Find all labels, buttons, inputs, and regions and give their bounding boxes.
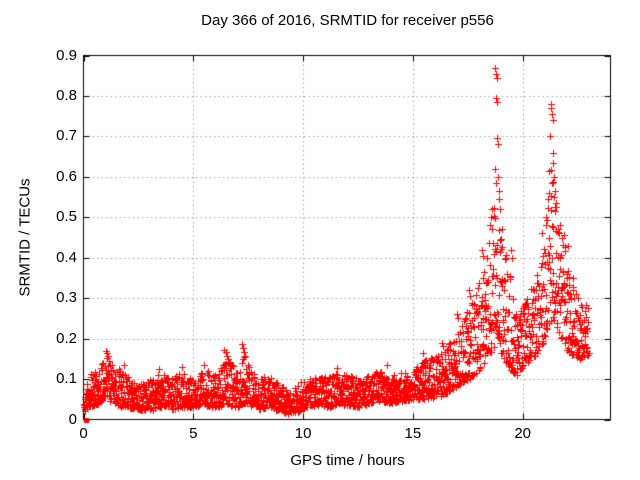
y-axis-label: SRMTID / TECUs bbox=[16, 178, 34, 297]
y-tick-label: 0.1 bbox=[56, 370, 77, 388]
x-tick-label: 10 bbox=[294, 425, 312, 442]
x-tick-label: 20 bbox=[514, 425, 531, 442]
y-tick-label: 0.7 bbox=[56, 127, 77, 145]
y-tick-label: 0.3 bbox=[56, 289, 77, 307]
x-tick-label: 15 bbox=[404, 425, 422, 442]
x-axis-label: GPS time / hours bbox=[290, 452, 405, 469]
x-tick-label: 0 bbox=[79, 425, 88, 442]
x-tick-label: 5 bbox=[189, 425, 198, 442]
y-tick-label: 0.4 bbox=[56, 248, 77, 266]
y-tick-label: 0.8 bbox=[56, 86, 77, 104]
chart-title: Day 366 of 2016, SRMTID for receiver p55… bbox=[201, 12, 494, 29]
y-tick-label: 0.6 bbox=[56, 167, 77, 185]
y-tick-label: 0.9 bbox=[56, 46, 77, 64]
y-tick-label: 0 bbox=[68, 410, 77, 428]
y-tick-label: 0.5 bbox=[56, 208, 77, 226]
y-tick-label: 0.2 bbox=[56, 329, 77, 347]
